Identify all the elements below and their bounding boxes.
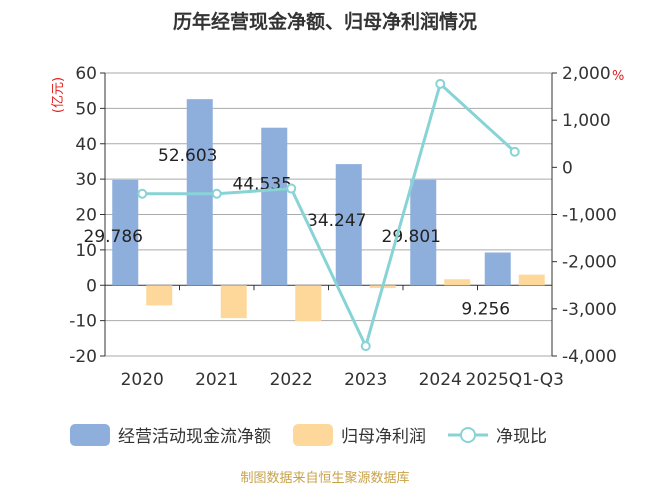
legend-label: 归母净利润 <box>341 427 426 447</box>
left-tick-label: 50 <box>75 99 97 119</box>
footer-source: 制图数据来自恒生聚源数据库 <box>240 470 409 486</box>
net-profit-bar <box>518 274 545 286</box>
x-tick-label: 2022 <box>270 370 313 390</box>
cashflow-data-label: 52.603 <box>158 146 217 166</box>
cashflow-data-label: 9.256 <box>461 300 510 320</box>
cashflow-data-label: 29.786 <box>84 227 143 247</box>
legend-swatch <box>293 424 333 446</box>
x-tick-label: 2025Q1-Q3 <box>466 370 564 390</box>
left-tick-label: 20 <box>75 206 97 226</box>
net-profit-bar <box>146 285 173 306</box>
right-tick-label: 1,000 <box>562 111 611 131</box>
legend-marker <box>460 427 476 443</box>
net-profit-bar <box>295 285 322 321</box>
ratio-line <box>142 81 516 351</box>
cashflow-bar <box>484 252 511 286</box>
cashflow-bar <box>186 99 213 286</box>
cashflow-data-label: 29.801 <box>382 227 441 247</box>
left-tick-label: 0 <box>86 276 97 296</box>
legend-label: 净现比 <box>496 427 547 447</box>
right-tick-label: -3,000 <box>562 300 617 320</box>
left-tick-label: 10 <box>75 241 97 261</box>
ratio-point <box>509 146 520 157</box>
x-tick-label: 2020 <box>121 370 164 390</box>
right-tick-label: 0 <box>562 158 573 178</box>
left-tick-label: 60 <box>75 64 97 84</box>
ratio-point <box>435 78 446 89</box>
left-tick-label: -10 <box>69 312 97 332</box>
cashflow-bar <box>112 179 139 286</box>
x-tick-label: 2023 <box>344 370 387 390</box>
right-tick-label: -2,000 <box>562 253 617 273</box>
net-profit-bar <box>444 279 471 286</box>
left-tick-label: 30 <box>75 170 97 190</box>
right-tick-label: 2,000 <box>562 64 611 84</box>
ratio-point <box>286 183 297 194</box>
cashflow-bar <box>335 164 362 286</box>
net-profit-bar <box>220 285 247 319</box>
legend-label: 经营活动现金流净额 <box>118 427 271 447</box>
left-axis-label: (亿元) <box>51 77 66 113</box>
cashflow-data-label: 34.247 <box>307 211 366 231</box>
ratio-point <box>360 341 371 352</box>
left-tick-label: 40 <box>75 135 97 155</box>
right-axis-label: % <box>612 69 624 84</box>
cashflow-bar <box>410 179 437 286</box>
cashflow-bar <box>261 127 288 286</box>
ratio-point <box>137 188 148 199</box>
ratio-point <box>211 188 222 199</box>
x-tick-label: 2021 <box>195 370 238 390</box>
right-tick-label: -4,000 <box>562 347 617 367</box>
chart-title: 历年经营现金净额、归母净利润情况 <box>173 10 477 33</box>
right-tick-label: -1,000 <box>562 206 617 226</box>
left-tick-label: -20 <box>69 347 97 367</box>
x-tick-label: 2024 <box>419 370 462 390</box>
legend-swatch <box>70 424 110 446</box>
